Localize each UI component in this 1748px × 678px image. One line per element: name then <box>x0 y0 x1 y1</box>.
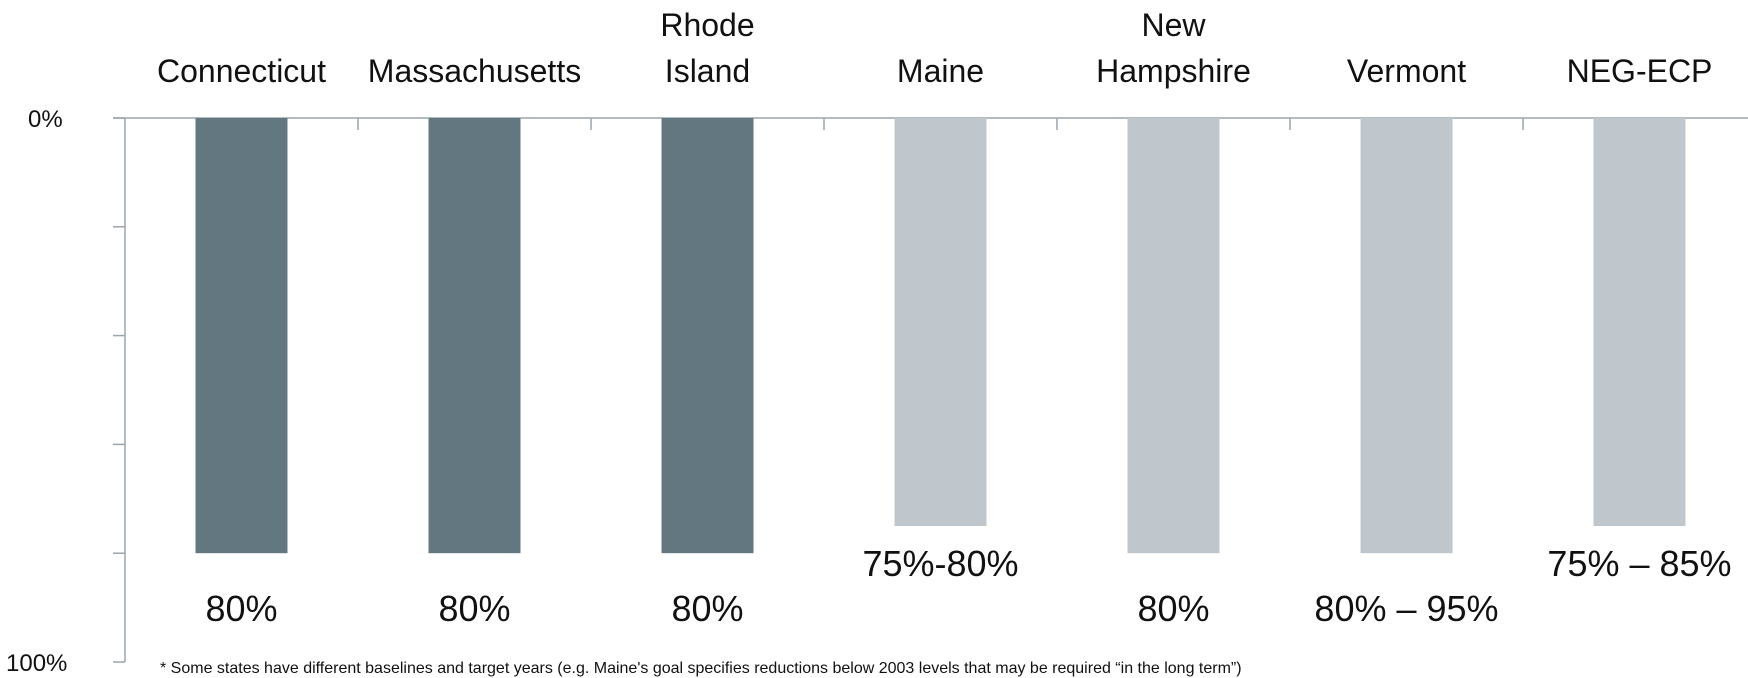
bar-maine <box>894 118 987 526</box>
y-tick-label: 0% <box>28 106 63 133</box>
category-label: Massachusetts <box>368 53 581 89</box>
data-label: 80% <box>438 588 510 629</box>
data-label: 80% <box>1137 588 1209 629</box>
labels: 0% 100% Connecticut 80% Massachusetts 80% Rhod… <box>6 7 1732 676</box>
category-label: New Hampshire <box>1096 7 1251 89</box>
bar-vermont <box>1360 118 1453 554</box>
bar-neg-ecp <box>1593 118 1686 526</box>
data-label: 80% <box>205 588 277 629</box>
bar-new-hampshire <box>1127 118 1220 554</box>
category-label: Maine <box>897 53 984 89</box>
y-tick-label: 100% <box>6 650 67 676</box>
category-label: Vermont <box>1347 53 1466 89</box>
data-label: 75%-80% <box>862 543 1018 584</box>
bar-massachusetts <box>428 118 521 554</box>
bar-rhode-island <box>661 118 754 554</box>
data-label: 80% <box>671 588 743 629</box>
data-label: 75% – 85% <box>1547 543 1731 584</box>
category-label: Rhode Island <box>660 7 754 89</box>
category-label: NEG-ECP <box>1567 53 1713 89</box>
category-label: Connecticut <box>157 53 326 89</box>
bar-connecticut <box>195 118 288 554</box>
footnote: * Some states have different baselines a… <box>160 660 1242 677</box>
data-label: 80% – 95% <box>1314 588 1498 629</box>
bars <box>195 118 1686 554</box>
